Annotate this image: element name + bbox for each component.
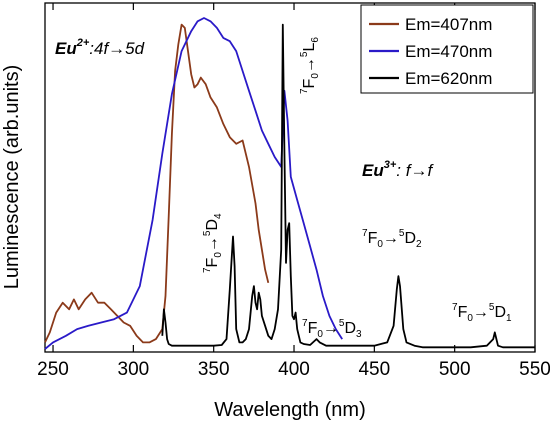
x-tick-label: 300 — [118, 359, 150, 380]
annotation-7f0-5d3: 7F0→5D3 — [302, 318, 362, 340]
annotation-eu3-transition: Eu3+: f→f — [362, 159, 434, 180]
x-tick-label: 450 — [358, 359, 390, 380]
x-tick-label: 250 — [37, 359, 69, 380]
x-tick-label: 350 — [198, 359, 230, 380]
series-line-3 — [161, 23, 535, 349]
series-line-1 — [44, 23, 270, 344]
annotation-7f0-5d2: 7F0→5D2 — [362, 228, 422, 250]
annotation-eu2-transition: Eu2+:4f→5d — [55, 37, 145, 58]
x-tick-label: 500 — [439, 359, 471, 380]
x-tick-label: 400 — [278, 359, 310, 380]
legend: Em=407nm Em=470nm Em=620nm — [360, 4, 534, 94]
plot-frame — [44, 2, 536, 353]
series-layer — [44, 17, 535, 350]
y-axis-title: Luminescence (arb.units) — [1, 65, 23, 290]
series-line-2 — [44, 17, 343, 350]
legend-label: Em=620nm — [405, 69, 492, 88]
annotation-7f0-5l6: 7F0→5L6 — [299, 37, 321, 94]
legend-label: Em=407nm — [405, 15, 492, 34]
x-axis-title: Wavelength (nm) — [214, 399, 366, 421]
annotation-7f0-5d4: 7F0→5D4 — [202, 213, 224, 273]
x-axis-ticks: 250 300 350 400 450 500 550 — [37, 3, 550, 380]
x-tick-label: 550 — [519, 359, 550, 380]
legend-label: Em=470nm — [405, 42, 492, 61]
annotation-7f0-5d1: 7F0→5D1 — [452, 302, 512, 324]
